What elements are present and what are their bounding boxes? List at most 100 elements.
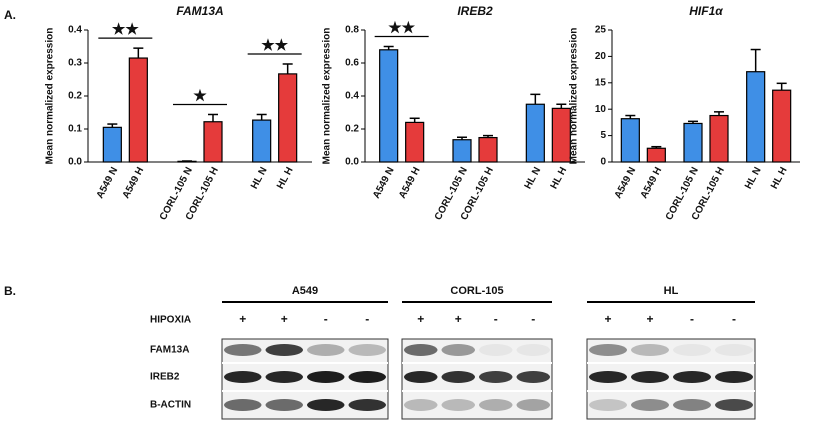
blot-band [224, 399, 262, 411]
blot-band [404, 371, 438, 383]
hypoxia-sign: + [455, 312, 462, 326]
bar [772, 89, 792, 163]
y-axis-label: Mean normalized expression [569, 28, 580, 165]
blot-band [404, 344, 438, 356]
hypoxia-sign: + [239, 312, 246, 326]
blot-band [441, 371, 475, 383]
blot-band [441, 399, 475, 411]
y-tick-label: 0 [600, 157, 606, 168]
blot-band [516, 344, 550, 356]
blot-band [265, 399, 303, 411]
hypoxia-sign: - [732, 312, 736, 326]
blot-band [673, 399, 711, 411]
blot-band [307, 399, 345, 411]
bar [646, 147, 666, 163]
bar [525, 103, 545, 163]
panel-label: A. [4, 8, 16, 22]
blot-band [673, 371, 711, 383]
bar [278, 73, 298, 163]
x-tick-label: HL N [743, 165, 764, 191]
bar [252, 119, 272, 163]
bar [405, 121, 425, 163]
blot-band [673, 344, 711, 356]
group-label: A549 [292, 285, 318, 297]
y-tick-label: 0.4 [345, 91, 359, 102]
y-tick-label: 0.0 [68, 157, 82, 168]
hypoxia-sign: + [646, 312, 653, 326]
y-tick-label: 0.8 [345, 25, 359, 36]
x-tick-label: A549 N [95, 165, 121, 200]
bar [683, 122, 703, 163]
blot-band [265, 371, 303, 383]
blot-band [479, 399, 513, 411]
x-tick-label: HL N [523, 165, 544, 191]
blot-band [516, 399, 550, 411]
blot-band [589, 399, 627, 411]
blot-band [715, 399, 753, 411]
blot-band [516, 371, 550, 383]
x-tick-label: A549 H [639, 165, 665, 200]
hypoxia-sign: - [324, 312, 328, 326]
x-tick-label: HL H [549, 165, 570, 191]
y-tick-label: 0.0 [345, 157, 359, 168]
blot-band [589, 371, 627, 383]
y-tick-label: 0.4 [68, 25, 82, 36]
y-tick-label: 0.2 [68, 91, 82, 102]
y-tick-label: 10 [595, 104, 607, 115]
blot-band [265, 344, 303, 356]
blot-band [224, 371, 262, 383]
hypoxia-sign: + [417, 312, 424, 326]
y-tick-label: 20 [595, 51, 607, 62]
significance-stars: ★★ [112, 21, 139, 38]
bar [551, 107, 571, 163]
blot-band [479, 344, 513, 356]
y-tick-label: 0.6 [345, 58, 359, 69]
hypoxia-sign: - [365, 312, 369, 326]
bar [746, 71, 766, 163]
blot-band [631, 344, 669, 356]
bar [620, 118, 640, 163]
blot-band [348, 399, 386, 411]
blot-band [479, 371, 513, 383]
bar [478, 136, 498, 163]
blot-band [348, 344, 386, 356]
hypoxia-sign: - [494, 312, 498, 326]
row-label: B-ACTIN [150, 400, 191, 411]
blot-band [631, 371, 669, 383]
bar [102, 126, 122, 163]
hypoxia-sign: - [690, 312, 694, 326]
blot-band [307, 371, 345, 383]
x-tick-label: HL N [249, 165, 270, 191]
bar [709, 114, 729, 163]
significance-stars: ★★ [261, 37, 288, 54]
bar [452, 139, 472, 163]
chart-title: FAM13A [176, 4, 223, 18]
condition-label: HIPOXIA [150, 315, 191, 326]
row-label: IREB2 [150, 372, 180, 383]
blot-band [715, 344, 753, 356]
x-tick-label: A549 N [613, 165, 639, 200]
hypoxia-sign: + [281, 312, 288, 326]
bar [203, 121, 223, 163]
x-tick-label: HL H [769, 165, 790, 191]
row-label: FAM13A [150, 345, 189, 356]
blot-band [348, 371, 386, 383]
blot-band [441, 344, 475, 356]
significance-stars: ★★ [388, 19, 415, 36]
y-axis-label: Mean normalized expression [322, 28, 333, 165]
group-label: CORL-105 [450, 285, 503, 297]
blot-band [589, 344, 627, 356]
group-label: HL [664, 285, 679, 297]
y-tick-label: 5 [600, 130, 606, 141]
chart-title: HIF1α [689, 4, 723, 18]
y-axis-label: Mean normalized expression [45, 28, 56, 165]
bar [379, 49, 399, 163]
blot-band [307, 344, 345, 356]
y-tick-label: 0.3 [68, 58, 82, 69]
hypoxia-sign: + [604, 312, 611, 326]
x-tick-label: A549 N [371, 165, 397, 200]
x-tick-label: A549 H [121, 165, 147, 200]
significance-stars: ★ [193, 87, 207, 104]
y-tick-label: 15 [595, 77, 607, 88]
